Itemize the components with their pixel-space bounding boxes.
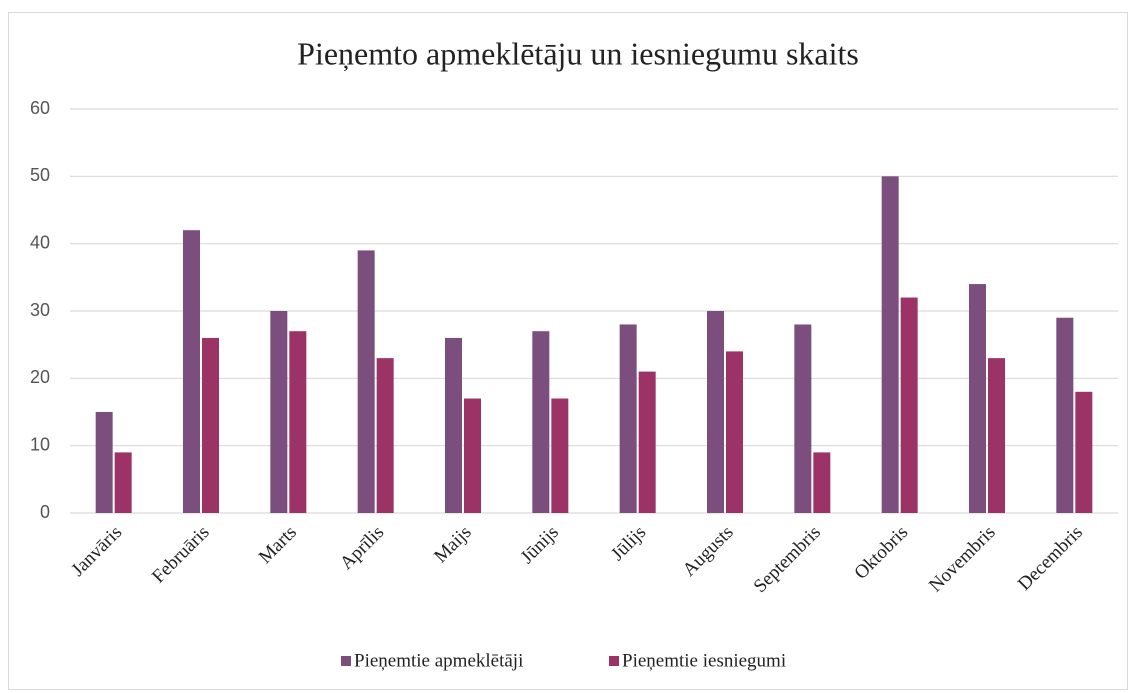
chart-border	[8, 12, 1128, 690]
bar	[551, 398, 569, 513]
bar	[357, 250, 375, 513]
bar	[376, 358, 394, 513]
y-tick-label: 50	[30, 165, 50, 185]
y-tick-label: 20	[30, 367, 50, 387]
bar	[202, 337, 219, 513]
y-tick-label: 0	[40, 502, 50, 522]
bar	[988, 358, 1005, 513]
bar	[619, 324, 637, 513]
bar	[1056, 317, 1074, 513]
bar	[813, 452, 831, 513]
bar	[707, 311, 724, 513]
y-tick-label: 40	[30, 232, 50, 252]
legend-swatch	[341, 656, 351, 666]
bar	[726, 351, 743, 513]
bar	[114, 452, 132, 513]
bar	[638, 371, 656, 513]
bar	[95, 412, 113, 513]
bar	[532, 331, 550, 513]
legend-swatch	[609, 656, 619, 666]
bar	[270, 311, 288, 513]
bar	[464, 398, 481, 513]
chart-title: Pieņemto apmeklētāju un iesniegumu skait…	[297, 35, 859, 71]
bar	[900, 297, 918, 513]
bar	[289, 331, 307, 513]
bar	[969, 284, 986, 513]
y-tick-label: 60	[30, 98, 50, 118]
bar	[1075, 391, 1093, 513]
legend-label: Pieņemtie apmeklētāji	[354, 650, 523, 671]
bar	[445, 337, 462, 513]
legend-label: Pieņemtie iesniegumi	[622, 650, 786, 671]
bar	[794, 324, 812, 513]
y-tick-label: 30	[30, 300, 50, 320]
y-tick-label: 10	[30, 434, 50, 454]
bar	[881, 176, 899, 514]
bar	[183, 230, 200, 513]
